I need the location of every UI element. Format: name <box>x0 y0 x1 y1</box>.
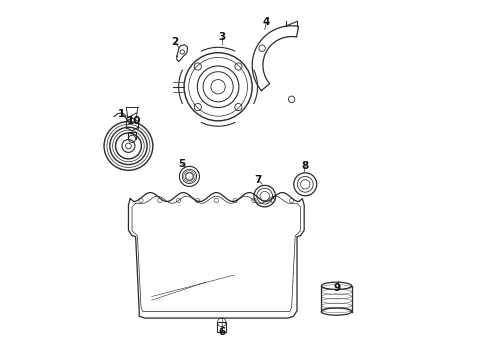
Text: 7: 7 <box>255 175 262 185</box>
Text: 4: 4 <box>263 17 270 27</box>
Text: 6: 6 <box>218 327 225 337</box>
Text: 2: 2 <box>172 37 179 47</box>
Text: 3: 3 <box>218 32 225 41</box>
Text: 8: 8 <box>302 161 309 171</box>
Bar <box>218 322 226 332</box>
Text: 1: 1 <box>118 109 125 119</box>
Text: 9: 9 <box>334 283 341 293</box>
Text: 10: 10 <box>126 116 141 126</box>
Text: 5: 5 <box>179 159 186 169</box>
